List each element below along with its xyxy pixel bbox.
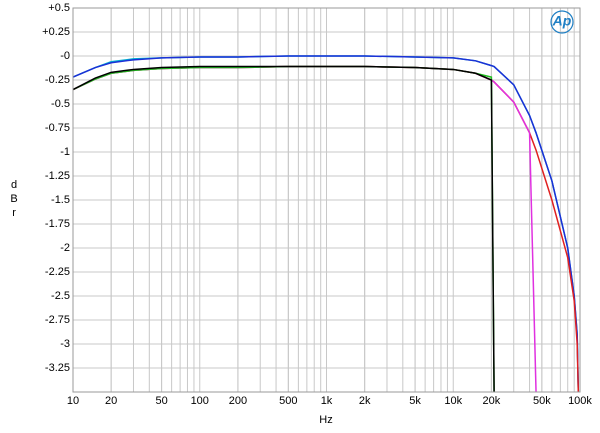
series-line: [73, 65, 495, 392]
x-tick-label: 20k: [483, 395, 501, 407]
y-tick-label: -0.25: [45, 74, 70, 86]
x-tick-label: 50k: [533, 395, 551, 407]
x-tick-label: 2k: [359, 395, 371, 407]
series-line: [73, 55, 580, 392]
x-tick-label: 1k: [321, 395, 333, 407]
y-tick-label: -0: [60, 50, 70, 62]
y-tick-label: -1.25: [45, 170, 70, 182]
y-tick-label: +0.5: [48, 2, 70, 14]
x-tick-label: 500: [279, 395, 297, 407]
logo-ring: [550, 10, 574, 34]
y-tick-label: -3: [60, 338, 70, 350]
y-tick-label: -2.25: [45, 266, 70, 278]
y-tick-label: -1: [60, 146, 70, 158]
y-tick-label: -2: [60, 242, 70, 254]
y-tick-label: -2.75: [45, 314, 70, 326]
y-tick-label: -2.5: [51, 290, 70, 302]
y-tick-label: -3.25: [45, 362, 70, 374]
x-tick-label: 20: [105, 395, 117, 407]
y-axis-label: dBr: [8, 179, 20, 221]
series-line: [73, 65, 495, 392]
plot-frame: [72, 7, 581, 393]
x-tick-label: 50: [155, 395, 167, 407]
y-tick-label: -1.75: [45, 218, 70, 230]
x-tick-label: 100k: [568, 395, 592, 407]
x-tick-label: 200: [229, 395, 247, 407]
y-tick-label: -0.5: [51, 98, 70, 110]
x-tick-label: 100: [191, 395, 209, 407]
x-tick-label: 5k: [409, 395, 421, 407]
y-tick-label: -0.75: [45, 122, 70, 134]
y-tick-label: +0.25: [42, 26, 70, 38]
series-line: [73, 65, 537, 392]
series-line: [73, 65, 580, 392]
logo: Ap: [552, 13, 572, 29]
x-tick-label: 10k: [444, 395, 462, 407]
y-tick-label: -1.5: [51, 194, 70, 206]
x-axis-label: Hz: [319, 414, 332, 426]
x-tick-label: 10: [67, 395, 79, 407]
